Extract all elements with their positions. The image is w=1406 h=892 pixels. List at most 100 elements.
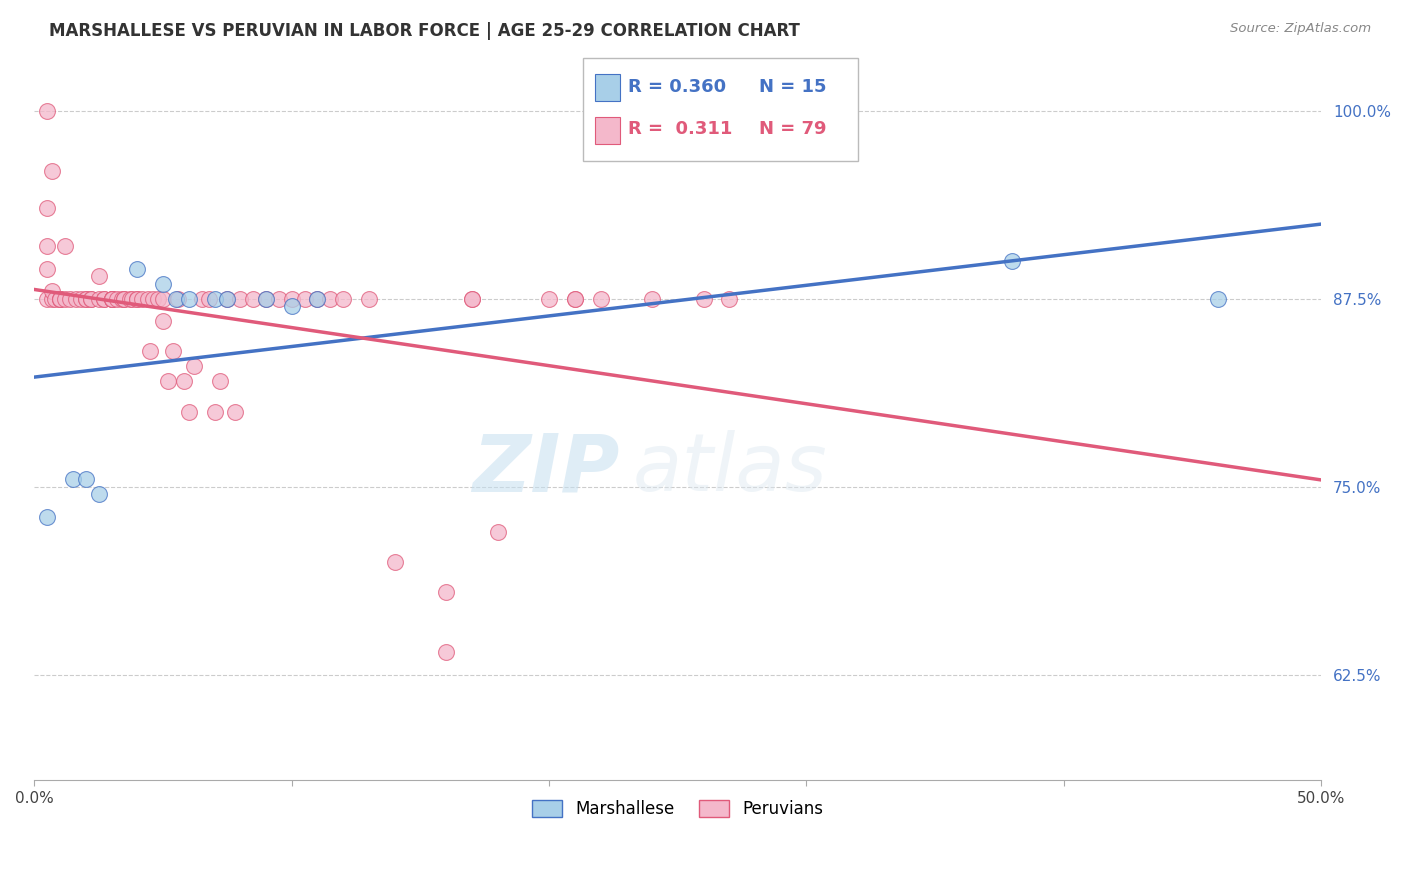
Point xyxy=(37,292,59,306)
Point xyxy=(53,239,76,253)
Point xyxy=(100,292,122,306)
Point xyxy=(53,292,76,306)
Point xyxy=(93,292,115,306)
Point xyxy=(190,292,212,306)
Point xyxy=(319,292,342,306)
Point xyxy=(204,292,226,306)
Point xyxy=(127,261,149,276)
Text: N = 79: N = 79 xyxy=(759,120,827,138)
Point xyxy=(217,292,239,306)
Point xyxy=(37,103,59,118)
Point xyxy=(162,344,184,359)
Point xyxy=(224,404,246,418)
Point xyxy=(294,292,316,306)
Text: R =  0.311: R = 0.311 xyxy=(628,120,733,138)
Point xyxy=(139,344,162,359)
Point xyxy=(59,292,82,306)
Point xyxy=(80,292,103,306)
Point xyxy=(80,292,103,306)
Point xyxy=(105,292,128,306)
Point xyxy=(37,239,59,253)
Point xyxy=(229,292,252,306)
Point xyxy=(486,524,509,539)
Point xyxy=(87,269,110,284)
Point xyxy=(307,292,329,306)
Point xyxy=(173,375,195,389)
Point xyxy=(75,292,97,306)
Legend: Marshallese, Peruvians: Marshallese, Peruvians xyxy=(526,794,831,825)
Point xyxy=(100,292,122,306)
Point xyxy=(152,292,174,306)
Point xyxy=(157,375,180,389)
Point xyxy=(62,472,84,486)
Point xyxy=(127,292,149,306)
Point xyxy=(93,292,115,306)
Point xyxy=(127,292,149,306)
Point xyxy=(165,292,187,306)
Point xyxy=(564,292,586,306)
Point xyxy=(1001,254,1024,268)
Text: ZIP: ZIP xyxy=(472,430,620,508)
Text: N = 15: N = 15 xyxy=(759,78,827,95)
Point xyxy=(37,202,59,216)
Point xyxy=(142,292,165,306)
Point xyxy=(75,292,97,306)
Point xyxy=(280,292,302,306)
Point xyxy=(41,284,63,298)
Point xyxy=(307,292,329,306)
Point xyxy=(41,163,63,178)
Point xyxy=(384,555,406,569)
Text: R = 0.360: R = 0.360 xyxy=(628,78,727,95)
Point xyxy=(208,375,231,389)
Point xyxy=(204,404,226,418)
Text: MARSHALLESE VS PERUVIAN IN LABOR FORCE | AGE 25-29 CORRELATION CHART: MARSHALLESE VS PERUVIAN IN LABOR FORCE |… xyxy=(49,22,800,40)
Point xyxy=(589,292,612,306)
Point xyxy=(111,292,134,306)
Point xyxy=(1206,292,1229,306)
Point xyxy=(177,292,200,306)
Point xyxy=(49,292,72,306)
Point xyxy=(198,292,221,306)
Point xyxy=(136,292,159,306)
Point xyxy=(114,292,136,306)
Point xyxy=(167,292,190,306)
Point xyxy=(692,292,714,306)
Point xyxy=(267,292,290,306)
Point xyxy=(87,292,110,306)
Point xyxy=(37,510,59,524)
Point xyxy=(118,292,141,306)
Point xyxy=(146,292,169,306)
Point xyxy=(177,404,200,418)
Point xyxy=(44,292,66,306)
Point xyxy=(641,292,664,306)
Point xyxy=(434,645,457,659)
Point xyxy=(65,292,87,306)
Point xyxy=(461,292,484,306)
Point xyxy=(718,292,741,306)
Point xyxy=(49,292,72,306)
Point xyxy=(69,292,91,306)
Point xyxy=(254,292,277,306)
Point xyxy=(254,292,277,306)
Point xyxy=(461,292,484,306)
Point xyxy=(114,292,136,306)
Text: atlas: atlas xyxy=(633,430,828,508)
Point xyxy=(49,292,72,306)
Point xyxy=(538,292,561,306)
Point xyxy=(131,292,153,306)
Point xyxy=(37,261,59,276)
Point xyxy=(183,359,205,374)
Point xyxy=(280,299,302,313)
Point xyxy=(357,292,380,306)
Point xyxy=(242,292,264,306)
Point xyxy=(332,292,354,306)
Text: Source: ZipAtlas.com: Source: ZipAtlas.com xyxy=(1230,22,1371,36)
Point xyxy=(100,292,122,306)
Point xyxy=(121,292,143,306)
Point xyxy=(75,472,97,486)
Point xyxy=(434,585,457,599)
Point xyxy=(217,292,239,306)
Point xyxy=(41,292,63,306)
Point xyxy=(87,487,110,501)
Point xyxy=(100,292,122,306)
